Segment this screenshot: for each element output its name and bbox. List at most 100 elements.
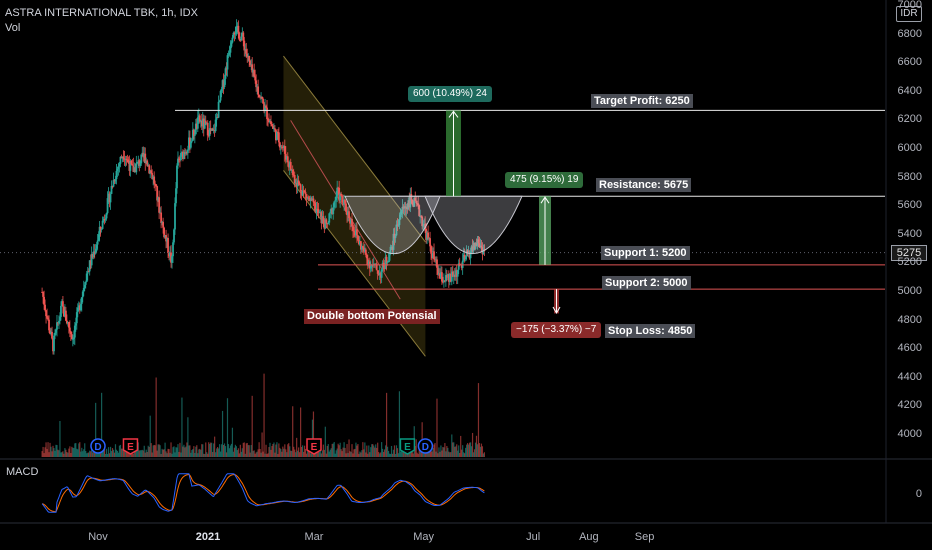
candle-body [109,193,112,203]
volume-bar [336,448,338,457]
candle-body [180,152,182,161]
volume-bar [364,442,366,457]
candle-body [321,216,324,224]
candle-body [412,204,415,207]
event-marker-d[interactable]: D [90,438,106,454]
volume-bar [243,442,245,457]
candle-body [43,296,45,305]
volume-bar [60,452,62,457]
candle-body [475,243,478,246]
volume-bar [92,452,94,457]
candle-body [170,252,172,263]
candle-body [348,211,350,219]
volume-bar [242,442,244,457]
volume-bar [162,449,164,457]
volume-bar [119,444,122,457]
candle-body [155,184,158,187]
candle-body [261,96,263,99]
candle-body [150,170,153,174]
candle-body [464,256,467,259]
volume-bar [230,443,233,457]
volume-bar [434,442,436,457]
volume-bar [238,453,240,457]
event-marker-d[interactable]: D [417,438,434,454]
candle-body [411,199,414,205]
volume-bar [456,444,458,457]
volume-bar [205,442,207,457]
volume-bar [331,443,333,457]
volume-bar [108,453,111,457]
candle-body [173,229,175,243]
candle-body [211,128,214,131]
candle-body [68,327,71,332]
candle-body [442,281,444,283]
volume-bar [192,448,194,457]
candle-body [356,229,358,236]
resistance-label: Resistance: 5675 [596,178,692,192]
candle-body [230,42,233,47]
double-bottom-annotation: Double bottom Potensial [304,309,440,324]
candle-body [377,273,380,276]
candle-body [44,304,46,311]
candle-body [402,206,405,209]
volume-bar [209,443,211,457]
volume-bar [466,444,468,457]
candle-body [49,330,51,334]
event-marker-e[interactable]: E [399,438,416,455]
candle-body [357,235,359,240]
event-marker-e[interactable]: E [306,438,322,455]
volume-bar [352,453,354,457]
volume-bar [95,402,97,457]
candle-body [72,337,75,339]
volume-bar [252,450,254,457]
volume-bar [258,442,260,457]
volume-bar [301,445,304,457]
volume-bar [82,451,84,457]
candle-body [278,142,281,148]
candle-body [474,243,477,249]
candle-body [253,70,256,77]
volume-bar [116,450,119,457]
candle-body [93,251,96,254]
event-marker-e[interactable]: E [122,438,139,455]
volume-bar [300,407,302,457]
volume-bar [291,450,293,457]
volume-bar [233,447,236,457]
candle-body [50,331,52,334]
volume-bar [176,447,178,457]
candle-body [235,26,238,34]
candle-body [461,260,464,268]
volume-bar [236,450,238,457]
x-tick-label: Nov [88,531,108,543]
volume-bar [454,446,456,457]
currency-badge[interactable]: IDR [896,6,922,22]
y-tick-label: 6400 [897,84,922,97]
volume-bar [113,452,116,457]
volume-bar [287,444,289,457]
volume-bar [417,453,419,457]
volume-bar [415,439,417,457]
chart-title: ASTRA INTERNATIONAL TBK, 1h, IDX [5,7,198,19]
measure-arrows [446,110,561,315]
volume-bar [412,453,414,457]
volume-bar [480,443,483,457]
candle-body [415,200,418,204]
candle-body [113,180,116,182]
volume-bar [256,451,258,457]
candle-body [116,168,119,171]
volume-bar [272,443,274,457]
volume-bar [195,446,197,457]
volume-bar [290,450,292,457]
volume-bar [81,447,83,457]
candle-body [284,153,287,160]
candle-body [465,250,468,257]
candle-body [141,152,144,155]
candle-body [107,193,110,199]
candle-body [219,90,222,101]
candle-body [458,263,461,265]
volume-bar [441,450,443,457]
volume-bar [318,452,320,457]
macd-panel [0,0,932,524]
volume-bar [240,451,242,457]
